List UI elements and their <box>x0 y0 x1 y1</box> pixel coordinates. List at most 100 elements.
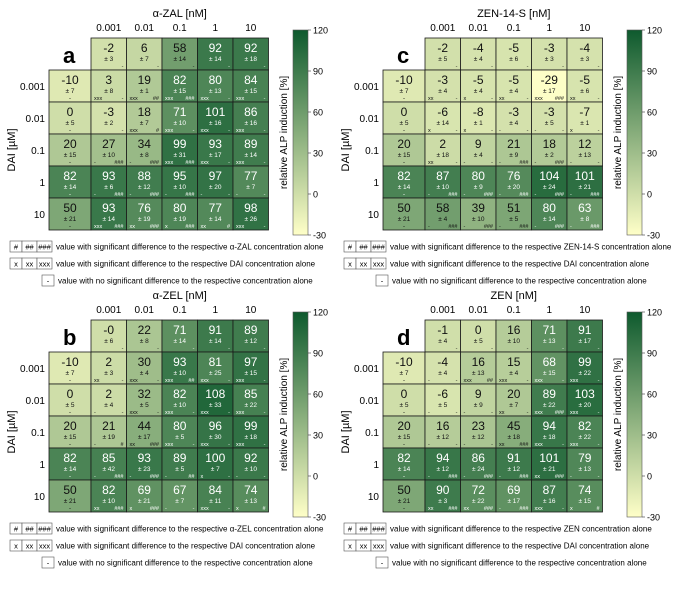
cell-value: 95 <box>173 169 187 183</box>
cell-concentration-significance: ### <box>555 224 565 230</box>
heatmap-cell <box>566 319 603 353</box>
cell-dai-significance: - <box>428 410 430 416</box>
heatmap-cell <box>48 165 92 199</box>
cell-significance: - <box>403 378 405 384</box>
cell-dai-significance: xxx <box>236 224 245 230</box>
cell-sd: ± 11 <box>209 498 222 505</box>
cell-sd: ± 22 <box>472 498 485 505</box>
legend-symbol: ## <box>25 243 34 252</box>
cell-sd: ± 9 <box>474 184 483 191</box>
cell-dai-significance: xx <box>130 442 136 448</box>
x-tick-label: 0.001 <box>430 23 455 34</box>
heatmap-cell <box>126 69 163 103</box>
cell-value: 89 <box>244 137 258 151</box>
cell-dai-significance: - <box>499 506 501 512</box>
cell-concentration-significance: - <box>264 410 266 416</box>
cell-value: 76 <box>138 201 152 215</box>
cell-significance: - <box>403 128 405 134</box>
cell-dai-significance: xxx <box>236 410 245 416</box>
heatmap-cell <box>48 197 92 231</box>
heatmap-cell <box>161 133 198 167</box>
colorbar-label: relative ALP induction [%] <box>279 76 290 189</box>
cell-value: 16 <box>436 419 450 433</box>
cell-dai-significance: - <box>428 192 430 198</box>
cell-concentration-significance: - <box>491 128 493 134</box>
cell-sd: ± 14 <box>436 120 449 127</box>
cell-sd: ± 1 <box>140 88 149 95</box>
heatmap-cell <box>382 197 426 231</box>
y-axis-label: DAI [µM] <box>6 128 18 171</box>
y-tick-label: 10 <box>368 492 380 503</box>
heatmap-cell <box>424 319 461 353</box>
cell-sd: ± 15 <box>398 434 411 441</box>
cell-sd: ± 16 <box>209 120 222 127</box>
cell-sd: ± 21 <box>578 184 591 191</box>
y-tick-label: 0.001 <box>354 364 379 375</box>
cell-dai-significance: xx <box>428 96 434 102</box>
heatmap-cell <box>232 133 269 167</box>
cell-concentration-significance: ### <box>114 160 124 166</box>
cell-dai-significance: - <box>236 474 238 480</box>
heatmap-cell <box>90 479 127 513</box>
legend-symbol-box <box>375 556 389 569</box>
cell-sd: ± 12 <box>436 434 449 441</box>
cell-concentration-significance: - <box>193 346 195 352</box>
cell-sd: ± 33 <box>209 402 222 409</box>
heatmap-cell <box>126 165 163 199</box>
cell-dai-significance: xxx <box>201 378 210 384</box>
cell-concentration-significance: - <box>228 378 230 384</box>
cell-value: 82 <box>173 73 187 87</box>
cell-value: 91 <box>507 451 521 465</box>
colorbar-tick-label: 120 <box>647 26 662 36</box>
cell-dai-significance: xxx <box>165 410 174 416</box>
heatmap-cell <box>126 479 163 513</box>
heatmap-cell <box>232 447 269 481</box>
cell-dai-significance: xx <box>499 96 505 102</box>
heatmap-cell <box>197 165 234 199</box>
legend-symbol-box <box>41 274 55 287</box>
cell-concentration-significance: - <box>456 64 458 70</box>
heatmap-cell <box>460 133 497 167</box>
cell-sd: ± 12 <box>472 434 485 441</box>
x-tick-label: 0.01 <box>469 305 489 316</box>
cell-sd: ± 10 <box>173 184 186 191</box>
cell-dai-significance: xx <box>464 506 470 512</box>
cell-sd: ± 3 <box>545 56 554 63</box>
cell-value: 93 <box>138 451 152 465</box>
cell-sd: ± 14 <box>102 216 115 223</box>
cell-sd: ± 17 <box>578 338 591 345</box>
cell-dai-significance: xx <box>499 410 505 416</box>
cell-dai-significance: - <box>535 192 537 198</box>
x-tick-label: 0.001 <box>96 23 121 34</box>
heatmap-cell <box>424 69 461 103</box>
cell-sd: ± 18 <box>244 56 257 63</box>
panel-title: ZEN-14-S [nM] <box>477 8 550 20</box>
heatmap-cell <box>531 351 568 385</box>
cell-concentration-significance: - <box>598 96 600 102</box>
legend-text: value with significant difference to the… <box>56 243 324 252</box>
cell-value: 86 <box>472 451 486 465</box>
heatmap-cell <box>161 165 198 199</box>
cell-concentration-significance: - <box>122 346 124 352</box>
cell-significance: - <box>403 192 405 198</box>
cell-concentration-significance: - <box>527 410 529 416</box>
cell-value: 51 <box>507 201 521 215</box>
cell-dai-significance: - <box>499 128 501 134</box>
colorbar-tick-label: 90 <box>313 67 323 77</box>
cell-sd: ± 4 <box>438 88 447 95</box>
cell-sd: ± 23 <box>138 466 151 473</box>
colorbar-label: relative ALP induction [%] <box>279 358 290 471</box>
colorbar-tick-label: 60 <box>313 390 323 400</box>
cell-sd: ± 7 <box>140 120 149 127</box>
x-tick-label: 0.01 <box>135 23 155 34</box>
heatmap-cell <box>232 69 269 103</box>
cell-sd: ± 13 <box>209 88 222 95</box>
cell-sd: ± 4 <box>509 120 518 127</box>
heatmap-cell <box>566 197 603 231</box>
cell-concentration-significance: ### <box>484 192 494 198</box>
cell-sd: ± 18 <box>507 434 520 441</box>
cell-dai-significance: xxx <box>165 96 174 102</box>
cell-concentration-significance: ## <box>188 378 195 384</box>
cell-dai-significance: xxx <box>165 160 174 166</box>
cell-dai-significance: x <box>428 128 431 134</box>
